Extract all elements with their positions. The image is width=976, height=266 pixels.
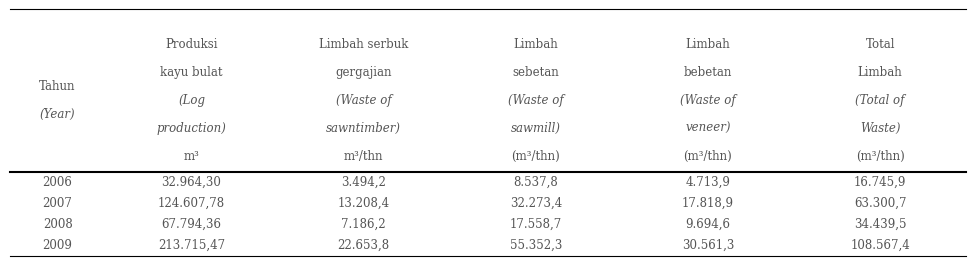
Text: 32.273,4: 32.273,4 [509,197,562,210]
Text: sawmill): sawmill) [510,122,561,135]
Text: Limbah: Limbah [858,66,903,79]
Text: 17.558,7: 17.558,7 [509,218,562,231]
Text: sawntimber): sawntimber) [326,122,401,135]
Text: (m³/thn): (m³/thn) [511,150,560,163]
Text: (Waste of: (Waste of [680,94,736,107]
Text: 2007: 2007 [43,197,72,210]
Text: production): production) [156,122,226,135]
Text: 2008: 2008 [43,218,72,231]
Text: 2009: 2009 [43,239,72,252]
Text: 108.567,4: 108.567,4 [850,239,910,252]
Text: (m³/thn): (m³/thn) [683,150,732,163]
Text: 55.352,3: 55.352,3 [509,239,562,252]
Text: Produksi: Produksi [165,38,218,51]
Text: 9.694,6: 9.694,6 [685,218,730,231]
Text: 2006: 2006 [43,176,72,189]
Text: Limbah serbuk: Limbah serbuk [319,38,408,51]
Text: (m³/thn): (m³/thn) [856,150,905,163]
Text: 3.494,2: 3.494,2 [342,176,386,189]
Text: (Total of: (Total of [855,94,905,107]
Text: Tahun: Tahun [39,80,76,93]
Text: 16.745,9: 16.745,9 [854,176,907,189]
Text: Limbah: Limbah [685,38,730,51]
Text: 17.818,9: 17.818,9 [682,197,734,210]
Text: 30.561,3: 30.561,3 [682,239,734,252]
Text: bebetan: bebetan [684,66,732,79]
Text: 32.964,30: 32.964,30 [162,176,222,189]
Text: m³/thn: m³/thn [344,150,384,163]
Text: 67.794,36: 67.794,36 [161,218,222,231]
Text: Waste): Waste) [860,122,901,135]
Text: (Waste of: (Waste of [508,94,564,107]
Text: sebetan: sebetan [512,66,559,79]
Text: (Log: (Log [178,94,205,107]
Text: 13.208,4: 13.208,4 [338,197,389,210]
Text: 124.607,78: 124.607,78 [158,197,225,210]
Text: Limbah: Limbah [513,38,558,51]
Text: 213.715,47: 213.715,47 [158,239,225,252]
Text: (Waste of: (Waste of [336,94,391,107]
Text: veneer): veneer) [685,122,731,135]
Text: 8.537,8: 8.537,8 [513,176,558,189]
Text: Total: Total [866,38,895,51]
Text: 4.713,9: 4.713,9 [685,176,730,189]
Text: 34.439,5: 34.439,5 [854,218,907,231]
Text: 7.186,2: 7.186,2 [342,218,386,231]
Text: 22.653,8: 22.653,8 [338,239,389,252]
Text: (Year): (Year) [40,108,75,121]
Text: 63.300,7: 63.300,7 [854,197,907,210]
Text: m³: m³ [183,150,199,163]
Text: gergajian: gergajian [336,66,392,79]
Text: kayu bulat: kayu bulat [160,66,223,79]
